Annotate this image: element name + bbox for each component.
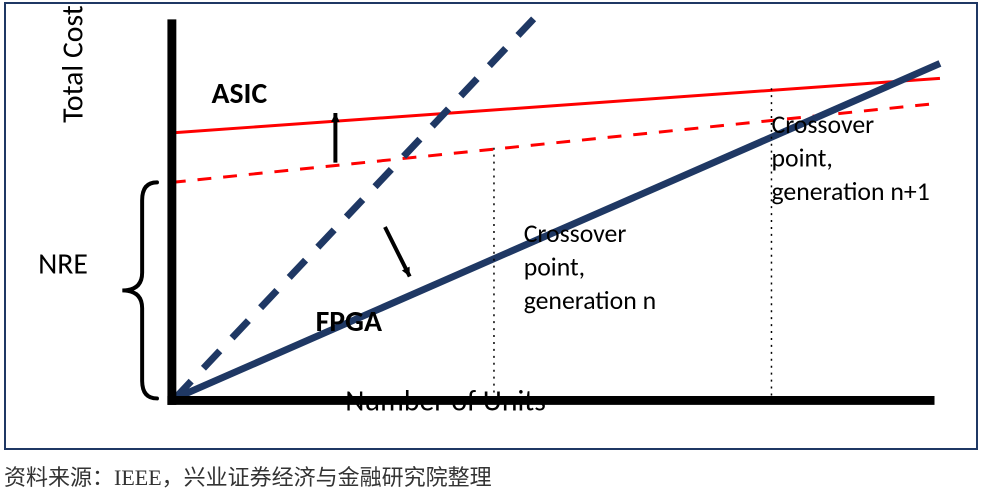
asic-label: ASIC	[212, 75, 268, 111]
crossover-gen-n1-label: Crossoverpoint,generation n+1	[771, 108, 929, 207]
chart-frame: Total Cost Number of Units ASIC FPGA NRE Cros…	[4, 2, 978, 450]
nre-brace-icon	[122, 182, 157, 398]
y-axis-label: Total Cost	[55, 5, 91, 123]
asic-shift-arrow-icon-head	[331, 113, 340, 122]
cost-vs-units-chart: Total Cost Number of Units ASIC FPGA NRE Cros…	[6, 4, 976, 448]
x-axis-label: Number of Units	[345, 382, 546, 418]
nre-label: NRE	[38, 246, 88, 282]
fpga-label: FPGA	[316, 303, 382, 339]
source-attribution: 资料来源：IEEE，兴业证券经济与金融研究院整理	[4, 460, 492, 492]
crossover-gen-n-label: Crossoverpoint,generation n	[524, 217, 656, 316]
